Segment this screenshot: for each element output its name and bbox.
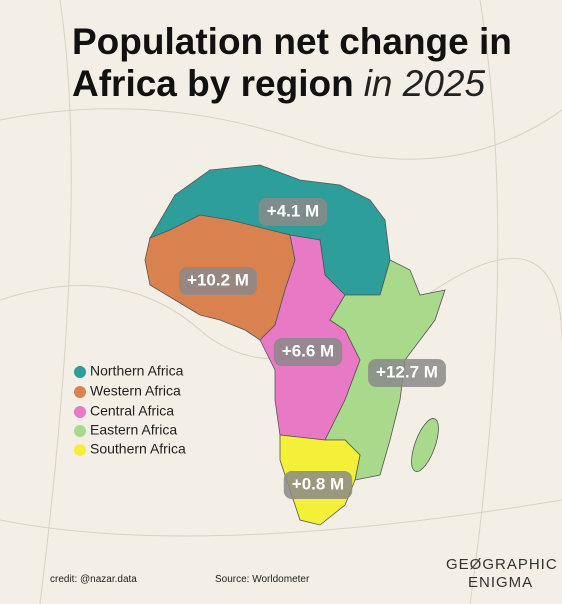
pill-bg (258, 198, 328, 226)
region-value-label: +10.2 M (187, 270, 249, 289)
madagascar (411, 418, 439, 472)
pill: +10.2 M (179, 267, 257, 295)
legend-label: Western Africa (90, 383, 181, 399)
region-value-label: +4.1 M (267, 201, 319, 220)
pill: +0.8 M (283, 471, 353, 499)
pill: +12.7 M (368, 359, 446, 387)
region-labels: +4.1 M +10.2 M +6.6 M +12.7 M +0.8 M (179, 198, 446, 499)
source: Source: Worldometer (215, 574, 310, 585)
title-line2: Africa by region in 2025 (72, 63, 485, 104)
legend-swatch (74, 406, 86, 418)
pill-bg (179, 267, 257, 295)
logo-line2: ENIGMA (468, 574, 533, 591)
region-value-label: +0.8 M (292, 474, 344, 493)
legend-label: Northern Africa (90, 363, 184, 379)
legend-swatch (74, 425, 86, 437)
pill-bg (283, 471, 353, 499)
title-year: in 2025 (364, 63, 486, 104)
africa-map (144, 164, 446, 526)
legend-label: Central Africa (90, 403, 174, 419)
legend-label: Eastern Africa (90, 422, 177, 438)
title-line1: Population net change in (72, 21, 512, 62)
region-value-label: +12.7 M (376, 362, 438, 381)
legend: Northern Africa Western Africa Central A… (74, 363, 186, 457)
pill-bg (368, 359, 446, 387)
pill: +4.1 M (258, 198, 328, 226)
legend-swatch (74, 386, 86, 398)
legend-swatch (74, 444, 86, 456)
title-bold: Africa by region (72, 63, 354, 104)
region-value-label: +6.6 M (282, 341, 334, 360)
legend-swatch (74, 366, 86, 378)
pill-bg (273, 338, 343, 366)
credit: credit: @nazar.data (50, 574, 137, 585)
legend-label: Southern Africa (90, 441, 186, 457)
logo-line1: GEØGRAPHIC (446, 556, 558, 573)
pill: +6.6 M (273, 338, 343, 366)
